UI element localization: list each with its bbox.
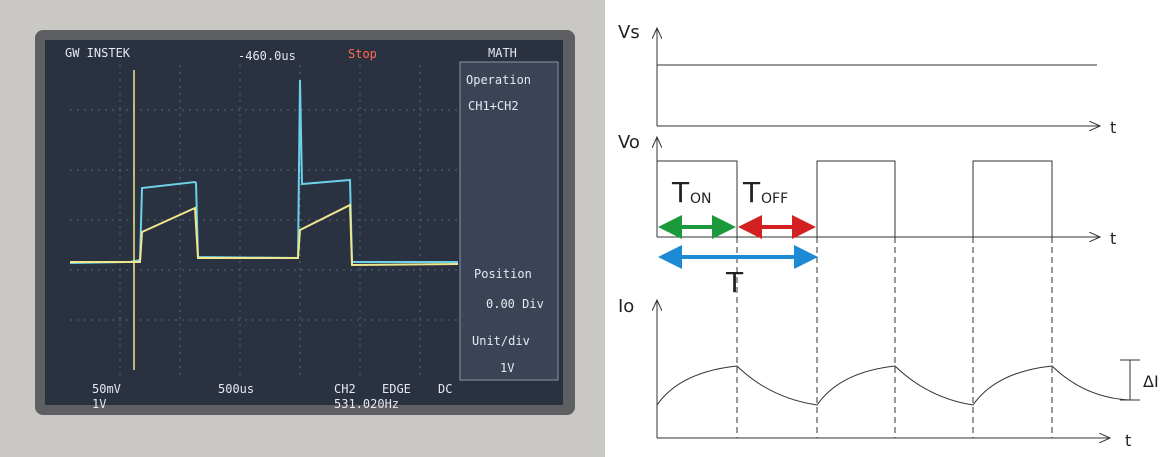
- status: Stop: [348, 47, 377, 61]
- menu-item: 0.00 Div: [486, 297, 544, 311]
- dashed-guides: [737, 237, 1052, 438]
- ch1-scale: 50mV: [92, 382, 121, 396]
- menu-item: Unit/div: [472, 334, 530, 348]
- time-label: t: [1110, 118, 1116, 137]
- axis-label: Vo: [618, 132, 640, 153]
- io-waveform: [657, 366, 1130, 405]
- toff-label: T: [742, 176, 761, 209]
- axis-label: Io: [618, 296, 634, 317]
- diagram: [657, 28, 1140, 438]
- ton-subscript: ON: [690, 191, 712, 207]
- page: GW INSTEK -460.0us Stop MATH Operation C…: [0, 0, 1165, 457]
- menu-item: 1V: [500, 361, 514, 375]
- time-label: t: [1125, 431, 1131, 450]
- coupling: DC: [438, 382, 452, 396]
- timebase: 500us: [218, 382, 254, 396]
- time-label: t: [1110, 229, 1116, 248]
- period-label: T: [725, 266, 744, 299]
- ton-label: T: [671, 176, 690, 209]
- menu-item: CH1+CH2: [468, 99, 519, 113]
- menu-title: MATH: [488, 46, 517, 60]
- toff-subscript: OFF: [761, 191, 788, 207]
- trigger-mode: EDGE: [382, 382, 411, 396]
- trigger-delay: -460.0us: [238, 49, 296, 63]
- ripple-label: ΔI: [1143, 372, 1159, 391]
- axis-label: Vs: [618, 22, 640, 43]
- frequency: 531.020Hz: [334, 397, 399, 411]
- brand: GW INSTEK: [65, 46, 131, 60]
- ch2-scale: 1V: [92, 397, 106, 411]
- oscilloscope: GW INSTEK -460.0us Stop MATH Operation C…: [0, 0, 605, 457]
- menu-item: Position: [474, 267, 532, 281]
- trigger-source: CH2: [334, 382, 356, 396]
- menu-item: Operation: [466, 73, 531, 87]
